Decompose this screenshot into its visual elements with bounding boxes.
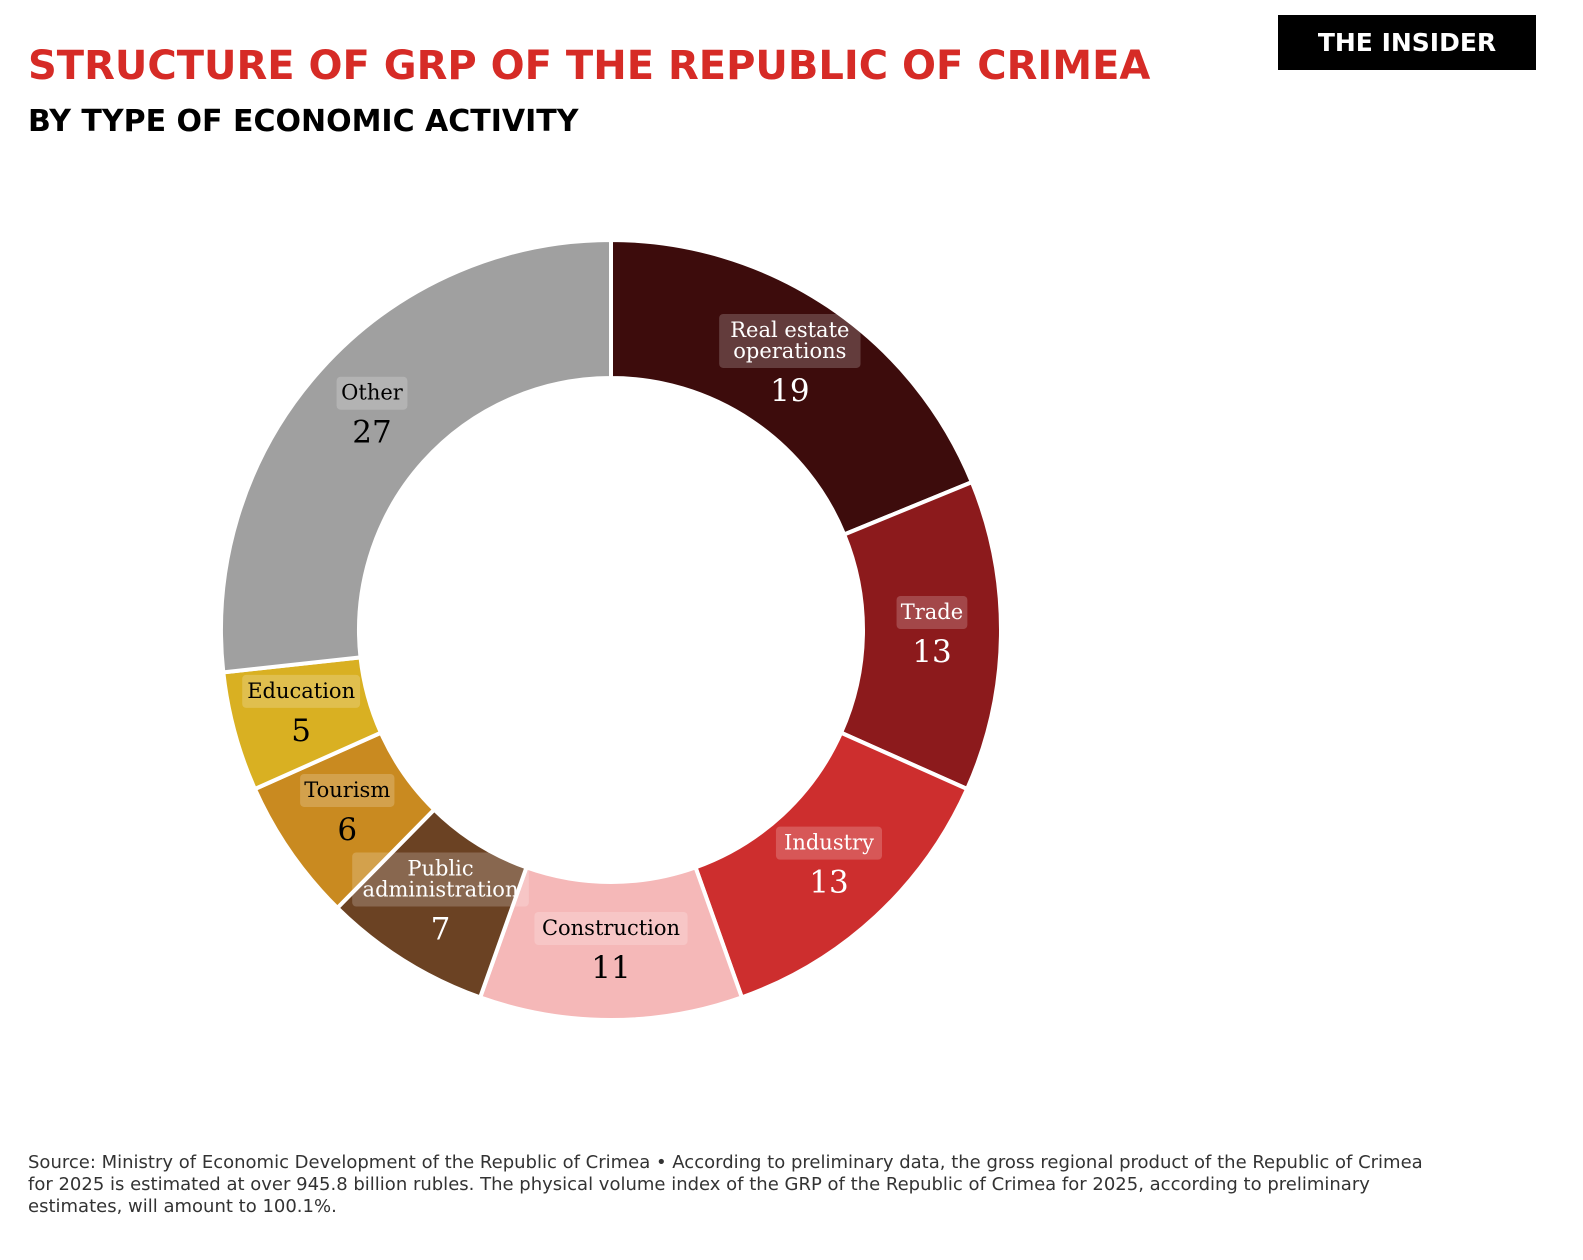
slice-label-group: Trade 13: [896, 595, 968, 670]
slice-label-group: Real estate operations 19: [719, 313, 861, 409]
slice-label-name: Industry: [784, 831, 874, 855]
slice-label-name: Real estate operations: [730, 318, 849, 363]
source-note: Source: Ministry of Economic Development…: [28, 1152, 1423, 1217]
slice-value-label: 13: [912, 634, 951, 670]
slice-label-group: Public administration 7: [352, 852, 529, 947]
slice-label-box: [336, 376, 408, 410]
slice-label-box: [534, 912, 688, 945]
slice-value-label: 13: [809, 865, 848, 901]
slice-label-box: [775, 826, 883, 860]
slice-label-box: [242, 674, 361, 708]
slice-label-group: Tourism 6: [300, 773, 395, 848]
slice-label-name: Education: [247, 679, 355, 703]
slice-value-label: 19: [770, 373, 809, 409]
slice-label-group: Construction 11: [534, 912, 688, 986]
slice-value-label: 27: [352, 415, 391, 451]
donut-slice: [219, 238, 613, 675]
slice-label-group: Education 5: [242, 674, 361, 749]
slice-value-label: 6: [337, 812, 357, 848]
slice-label-group: Other 27: [336, 376, 408, 451]
slice-label-name: Trade: [901, 600, 963, 624]
slice-label-name: Public administration: [363, 856, 519, 901]
slice-value-label: 5: [291, 713, 311, 749]
slice-label-box: [300, 773, 395, 807]
slice-label-name: Tourism: [304, 778, 390, 802]
donut-slice: [609, 238, 974, 537]
slice-label-group: Industry 13: [775, 826, 883, 901]
slice-label-box: [719, 313, 861, 368]
slice-label-box: [352, 852, 529, 907]
slice-value-label: 7: [431, 911, 451, 947]
slice-label-name: Construction: [542, 916, 680, 940]
donut-chart: Real estate operations 19 Trade 13 Industry 13…: [219, 238, 1003, 1022]
slice-label-box: [896, 595, 968, 629]
chart-subtitle: BY TYPE OF ECONOMIC ACTIVITY: [28, 104, 579, 139]
slice-label-name: Other: [341, 381, 404, 405]
brand-logo: THE INSIDER: [1278, 15, 1536, 70]
chart-title: STRUCTURE OF GRP OF THE REPUBLIC OF CRIM…: [28, 43, 1151, 89]
slice-value-label: 11: [591, 950, 630, 986]
